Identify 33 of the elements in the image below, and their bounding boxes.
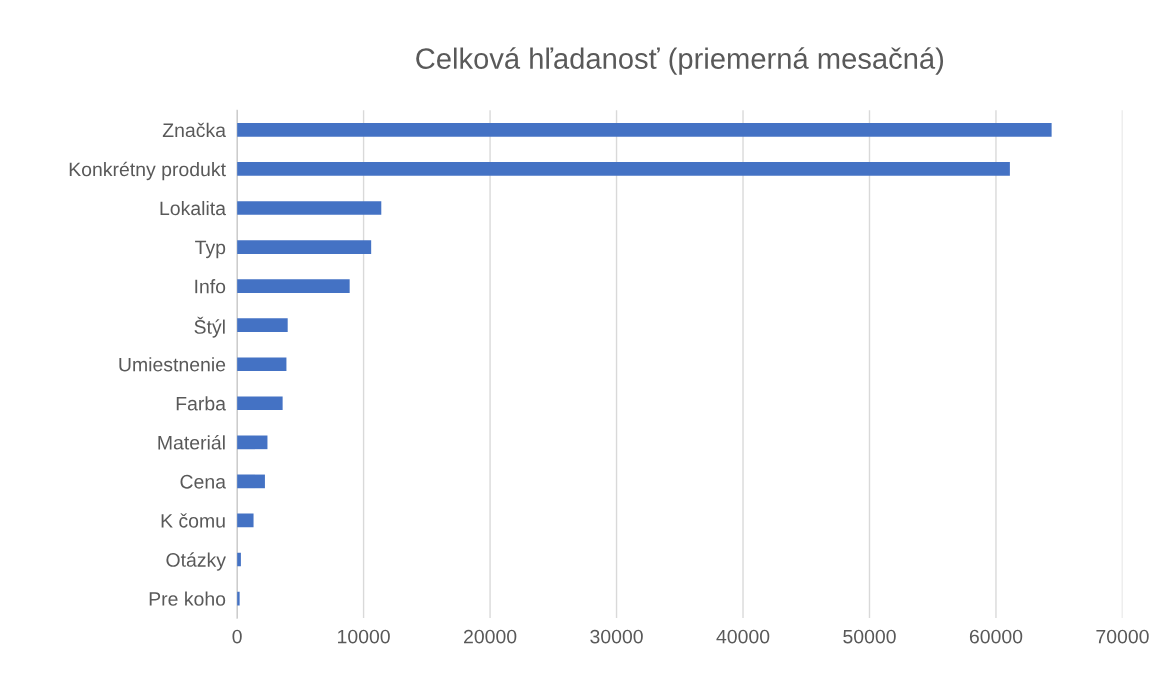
- bar: [237, 396, 283, 411]
- y-tick-label: Otázky: [166, 552, 226, 571]
- y-tick-label: Značka: [162, 122, 226, 138]
- y-tick-label: K čomu: [161, 513, 225, 528]
- bar: [237, 240, 372, 254]
- y-tick-label: Materiál: [158, 435, 225, 450]
- bar: [237, 162, 1010, 176]
- chart-title: Celková hľadanosť (priemerná mesačná): [416, 47, 944, 75]
- bar: [237, 123, 1052, 137]
- y-tick-label: Cena: [180, 474, 226, 489]
- x-tick-label: 60000: [969, 629, 1023, 644]
- x-tick-label: 20000: [464, 629, 517, 644]
- y-tick-label: Umiestnenie: [119, 357, 226, 372]
- bar: [237, 435, 268, 450]
- x-tick-label: 30000: [590, 629, 643, 644]
- bar: [237, 318, 288, 332]
- bar: [237, 201, 382, 215]
- y-tick-label: Typ: [195, 240, 226, 259]
- x-tick-label: 0: [232, 629, 242, 644]
- y-tick-label: Štýl: [194, 316, 225, 338]
- y-tick-label: Info: [195, 279, 226, 294]
- bar: [237, 279, 350, 293]
- y-tick-label: Konkrétny produkt: [69, 161, 226, 181]
- bar: [237, 357, 287, 372]
- y-tick-label: Lokalita: [160, 200, 226, 216]
- y-tick-label: Farba: [176, 396, 226, 411]
- x-tick-label: 40000: [716, 629, 770, 644]
- bar: [237, 474, 265, 489]
- x-tick-label: 50000: [843, 629, 896, 644]
- x-tick-label: 10000: [338, 629, 390, 644]
- x-tick-label: 70000: [1096, 629, 1149, 644]
- bar: [237, 513, 254, 528]
- y-tick-label: Pre koho: [149, 591, 226, 606]
